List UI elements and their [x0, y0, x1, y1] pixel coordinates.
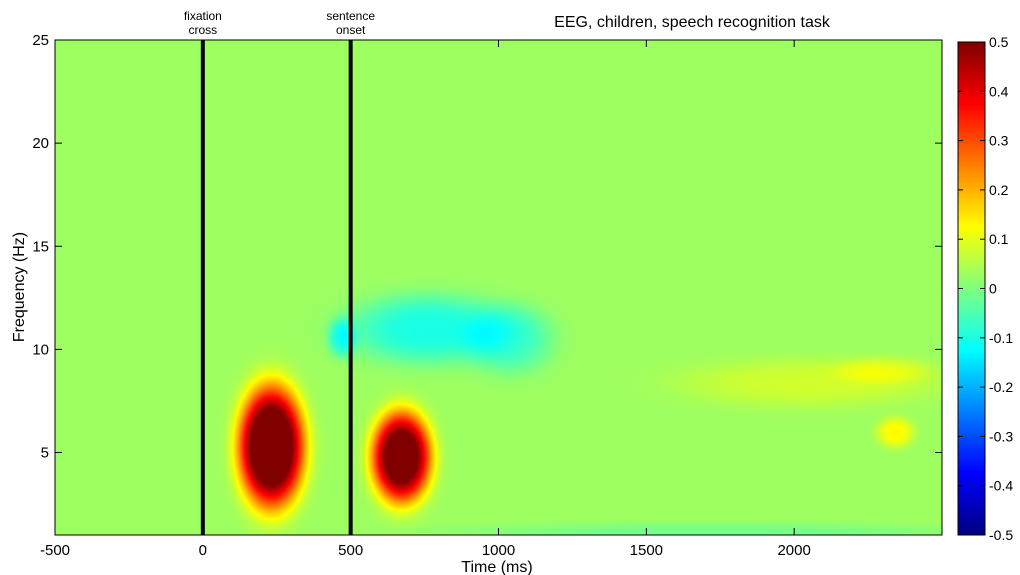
y-axis-label: Frequency (Hz) [11, 232, 28, 342]
y-tick-label: 20 [32, 135, 49, 152]
colorbar-tick-label: 0.3 [989, 133, 1009, 149]
x-axis-ticks: -500 0 500 1000 1500 2000 [40, 40, 811, 559]
colorbar-tick-label: -0.1 [989, 330, 1013, 346]
chart-title: EEG, children, speech recognition task [554, 14, 831, 31]
x-tick-label: 0 [199, 542, 207, 559]
y-tick-label: 10 [32, 341, 49, 358]
y-axis-ticks: 5 10 15 20 25 [32, 32, 942, 462]
x-tick-label: 1500 [630, 542, 663, 559]
heatmap-canvas [55, 40, 942, 535]
colorbar-tick-label: 0.2 [989, 182, 1009, 198]
event-label-line1-1: sentence [326, 9, 375, 23]
x-tick-label: -500 [40, 542, 70, 559]
colorbar-tick-label: -0.3 [989, 428, 1013, 444]
colorbar-tick-label: -0.5 [989, 527, 1013, 543]
x-tick-label: 1000 [482, 542, 515, 559]
event-label-line2-1: onset [336, 23, 366, 37]
heatmap-area [55, 40, 942, 535]
x-axis-label: Time (ms) [461, 559, 532, 575]
event-label-line1-0: fixation [184, 9, 222, 23]
y-tick-label: 15 [32, 238, 49, 255]
colorbar-ticks: 0.5 0.4 0.3 0.2 0.1 0 -0.1 -0.2 -0.3 -0.4 -0.5 [958, 34, 1013, 543]
y-tick-label: 25 [32, 32, 49, 49]
colorbar-tick-label: -0.2 [989, 379, 1013, 395]
colorbar-tick-label: 0.5 [989, 34, 1009, 50]
colorbar-tick-label: -0.4 [989, 478, 1013, 494]
colorbar-tick-label: 0.1 [989, 231, 1009, 247]
event-label-line2-0: cross [188, 23, 217, 37]
colorbar-tick-label: 0.4 [989, 83, 1009, 99]
colorbar-tick-label: 0 [989, 281, 997, 297]
event-markers [200, 40, 353, 535]
x-tick-label: 2000 [777, 542, 810, 559]
x-tick-label: 500 [338, 542, 363, 559]
y-tick-label: 5 [41, 445, 49, 462]
